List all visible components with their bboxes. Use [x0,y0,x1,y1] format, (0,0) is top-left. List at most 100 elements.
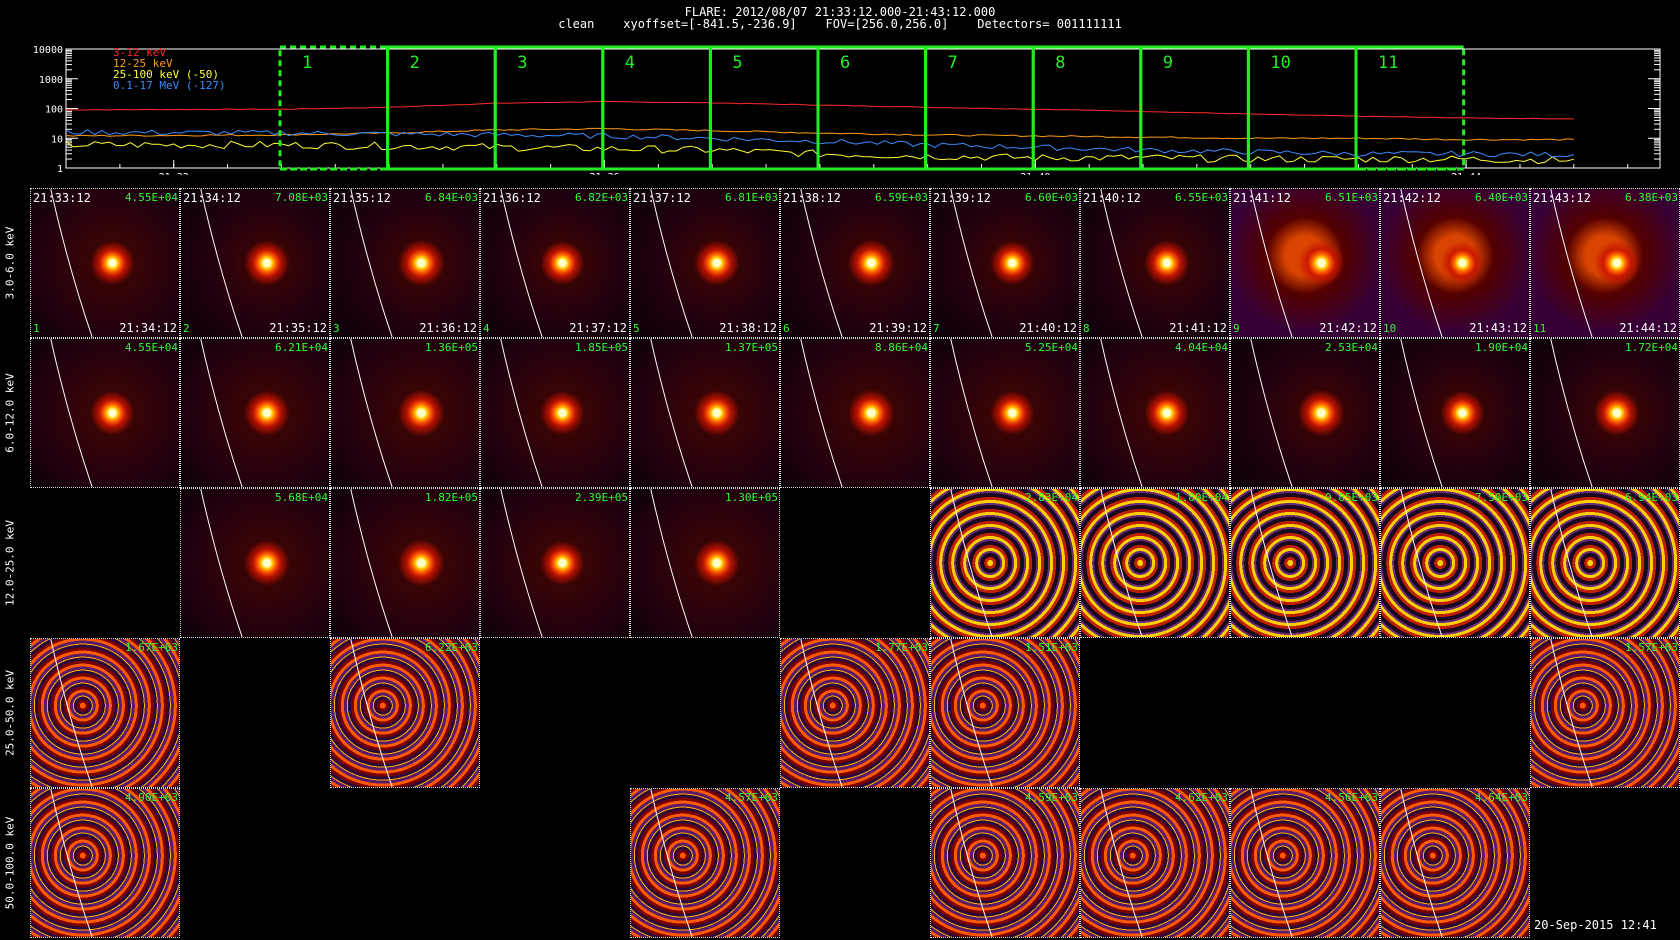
peak-value: 1.51E+03 [1025,641,1078,654]
peak-value: 6.84E+03 [425,191,478,204]
interval-index: 4 [483,322,490,335]
peak-value: 6.59E+03 [875,191,928,204]
image-panel: 1.30E+05 [630,488,780,638]
xray-map [1381,489,1529,637]
image-panel: 6.84E+03 21:35:12 21:36:12 3 [330,188,480,338]
energy-band-label: 12.0-25.0 keV [0,488,20,638]
limb-arc [650,489,693,637]
peak-value: 7.50E+03 [1475,491,1528,504]
energy-band-label: 3.0-6.0 keV [0,188,20,338]
image-panel: 6.51E+03 21:41:12 21:42:12 9 [1230,188,1380,338]
limb-arc [1400,189,1443,337]
image-panel: 1.51E+03 [930,638,1080,788]
image-panel: 9.85E+03 [1230,488,1380,638]
solar-limb-line [1100,339,1143,487]
image-panel: 1.67E+03 [30,638,180,788]
xray-map [1381,789,1529,937]
solar-limb-line [1550,339,1593,487]
solar-limb-line [500,489,543,637]
peak-value: 6.21E+04 [275,341,328,354]
solar-limb-line [1400,789,1443,937]
peak-value: 6.82E+03 [575,191,628,204]
limb-arc [1100,489,1143,637]
peak-value: 6.55E+03 [1175,191,1228,204]
xray-map [781,189,929,337]
x-tick-label: 21:44 [1451,172,1481,175]
series-line [65,129,1574,158]
xray-map [781,339,929,487]
limb-arc [50,339,93,487]
limb-arc [950,339,993,487]
x-tick-label: 21:40 [1020,172,1050,175]
xray-map [1381,339,1529,487]
image-panel: 1.85E+05 [480,338,630,488]
peak-value: 6.38E+03 [1625,191,1678,204]
solar-limb-line [200,489,243,637]
xray-map [331,639,479,787]
solar-limb-line [50,789,93,937]
peak-value: 1.77E+03 [875,641,928,654]
interval-number: 8 [1055,53,1065,73]
time-interval-box [1031,45,1143,171]
xray-map [181,489,329,637]
time-interval-box [601,45,712,171]
series-line [65,127,1574,141]
xray-map [481,189,629,337]
image-panel: 1.37E+05 [630,338,780,488]
limb-arc [350,489,393,637]
image-panel: 4.64E+03 [1380,788,1530,938]
y-tick-label: 10 [51,134,63,145]
peak-value: 1.67E+03 [125,641,178,654]
limb-arc [50,789,93,937]
peak-value: 7.08E+03 [275,191,328,204]
limb-arc [1100,789,1143,937]
interval-index: 6 [783,322,790,335]
image-panel: 6.21E+04 [180,338,330,488]
limb-arc [1250,189,1293,337]
peak-value: 5.25E+04 [1025,341,1078,354]
limb-arc [1550,189,1593,337]
limb-arc [350,339,393,487]
solar-limb-line [1400,339,1443,487]
interval-end-time: 21:40:12 [1019,321,1077,335]
solar-limb-line [50,339,93,487]
limb-arc [1100,189,1143,337]
solar-limb-line [50,639,93,787]
legend-entry: 3-12 keV [113,46,166,59]
peak-value: 1.90E+04 [1475,341,1528,354]
interval-number: 11 [1378,53,1398,73]
solar-limb-line [1400,489,1443,637]
interval-end-time: 21:44:12 [1619,321,1677,335]
solar-limb-line [650,189,693,337]
interval-end-time: 21:39:12 [869,321,927,335]
image-panel: 6.22E+03 [330,638,480,788]
limb-arc [200,489,243,637]
xray-map [331,189,479,337]
limb-arc [950,789,993,937]
limb-arc [1400,789,1443,937]
solar-limb-line [1250,489,1293,637]
image-panel: 6.38E+03 21:43:12 21:44:12 11 [1530,188,1680,338]
y-tick-label: 100 [45,105,63,116]
solar-limb-line [800,639,843,787]
xray-map [631,789,779,937]
solar-limb-line [1250,339,1293,487]
xray-map [931,489,1079,637]
interval-index: 8 [1083,322,1090,335]
limb-arc [500,189,543,337]
interval-end-time: 21:41:12 [1169,321,1227,335]
xray-map [1381,189,1529,337]
energy-band-label: 6.0-12.0 keV [0,338,20,488]
solar-limb-line [500,339,543,487]
peak-value: 4.59E+03 [1025,791,1078,804]
limb-arc [50,639,93,787]
interval-number: 6 [840,53,850,73]
solar-limb-line [1550,189,1593,337]
interval-index: 9 [1233,322,1240,335]
interval-start-time: 21:35:12 [333,191,391,205]
limb-arc [1550,489,1593,637]
solar-limb-line [950,789,993,937]
solar-limb-line [800,189,843,337]
solar-limb-line [350,189,393,337]
peak-value: 1.37E+05 [725,341,778,354]
